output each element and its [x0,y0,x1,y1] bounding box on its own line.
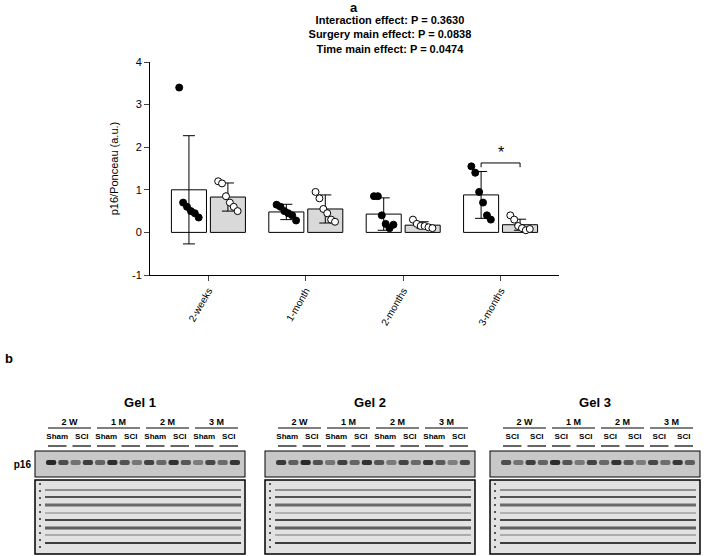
svg-text:4: 4 [136,56,142,68]
svg-text:Sham: Sham [423,432,445,441]
svg-text:SCI: SCI [222,432,235,441]
svg-text:SCI: SCI [677,432,690,441]
svg-text:2 M: 2 M [615,417,630,427]
svg-text:Interaction effect: P = 0.3630: Interaction effect: P = 0.3630Surgery ma… [309,14,472,55]
svg-text:Gel 3: Gel 3 [579,395,611,410]
svg-text:2-months: 2-months [379,286,409,328]
svg-text:b: b [5,351,13,366]
svg-text:SCI: SCI [305,432,318,441]
svg-text:SCI: SCI [354,432,367,441]
svg-text:0: 0 [136,226,142,238]
svg-text:SCI: SCI [124,432,137,441]
svg-text:3 M: 3 M [209,417,224,427]
svg-text:SCI: SCI [173,432,186,441]
svg-text:SCI: SCI [530,432,543,441]
svg-text:SCI: SCI [653,432,666,441]
svg-text:SCI: SCI [579,432,592,441]
svg-text:2 M: 2 M [390,417,405,427]
svg-text:SCI: SCI [555,432,568,441]
svg-text:SCI: SCI [75,432,88,441]
svg-text:1 M: 1 M [566,417,581,427]
svg-text:p16/Ponceau (a.u.): p16/Ponceau (a.u.) [108,122,120,216]
svg-text:2: 2 [136,141,142,153]
svg-text:2 W: 2 W [61,417,78,427]
svg-text:2 W: 2 W [516,417,533,427]
svg-text:2 M: 2 M [160,417,175,427]
svg-text:SCI: SCI [506,432,519,441]
svg-text:1 M: 1 M [341,417,356,427]
html-text:a: a [350,0,358,15]
svg-text:Sham: Sham [325,432,347,441]
svg-text:-1: -1 [132,269,142,281]
svg-text:3: 3 [136,98,142,110]
svg-text:2-weeks: 2-weeks [186,286,214,324]
svg-text:1: 1 [136,184,142,196]
svg-text:2 W: 2 W [291,417,308,427]
svg-text:Sham: Sham [46,432,68,441]
svg-text:1 M: 1 M [111,417,126,427]
svg-text:*: * [498,144,504,161]
svg-text:Sham: Sham [276,432,298,441]
svg-text:Sham: Sham [144,432,166,441]
svg-text:SCI: SCI [628,432,641,441]
svg-text:Gel 1: Gel 1 [124,395,156,410]
svg-text:SCI: SCI [403,432,416,441]
svg-text:3 M: 3 M [439,417,454,427]
svg-text:Sham: Sham [193,432,215,441]
svg-text:3 M: 3 M [664,417,679,427]
svg-text:3-months: 3-months [476,286,506,328]
svg-text:SCI: SCI [604,432,617,441]
svg-text:Sham: Sham [374,432,396,441]
svg-text:Gel 2: Gel 2 [354,395,386,410]
svg-text:SCI: SCI [452,432,465,441]
svg-text:p16: p16 [14,459,32,470]
svg-text:1-month: 1-month [284,286,312,323]
svg-text:Sham: Sham [95,432,117,441]
